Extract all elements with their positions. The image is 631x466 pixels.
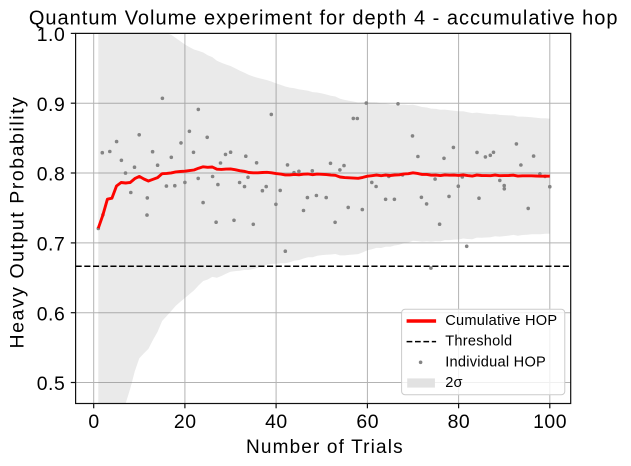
svg-text:Heavy Output Probability: Heavy Output Probability <box>7 96 29 349</box>
svg-text:Threshold: Threshold <box>445 334 512 350</box>
svg-text:0.5: 0.5 <box>37 373 66 395</box>
svg-text:20: 20 <box>174 411 197 433</box>
svg-text:0.6: 0.6 <box>37 303 66 325</box>
svg-text:0.9: 0.9 <box>37 94 66 116</box>
svg-text:Individual HOP: Individual HOP <box>445 354 546 370</box>
svg-text:2σ: 2σ <box>445 375 463 391</box>
svg-text:100: 100 <box>533 411 567 433</box>
svg-text:0: 0 <box>88 411 99 433</box>
svg-text:1.0: 1.0 <box>37 24 66 46</box>
svg-text:Number of Trials: Number of Trials <box>246 437 404 458</box>
svg-text:Quantum Volume experiment for: Quantum Volume experiment for depth 4 - … <box>29 7 619 29</box>
svg-text:0.8: 0.8 <box>37 164 66 186</box>
svg-text:40: 40 <box>265 411 288 433</box>
svg-text:Cumulative HOP: Cumulative HOP <box>445 313 557 329</box>
svg-text:80: 80 <box>448 411 471 433</box>
svg-text:60: 60 <box>356 411 379 433</box>
svg-text:0.7: 0.7 <box>37 234 66 256</box>
